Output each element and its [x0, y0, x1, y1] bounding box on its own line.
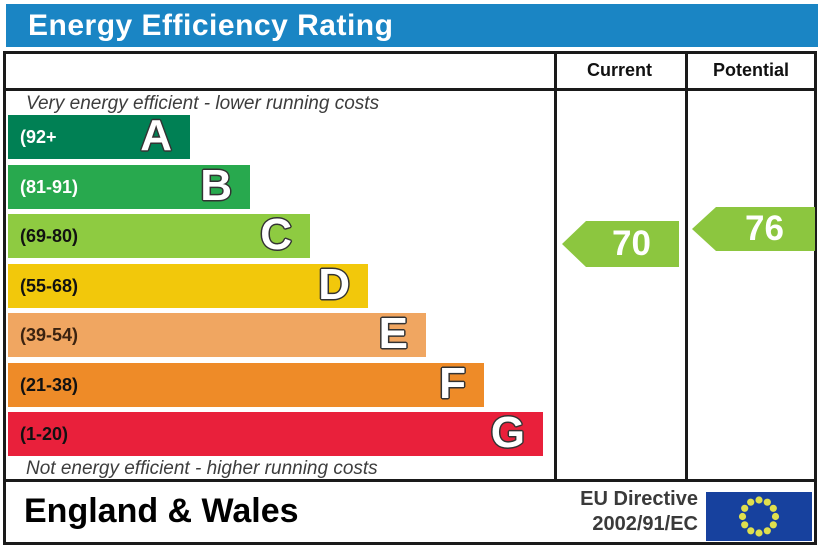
band-letter: E [378, 309, 408, 358]
column-divider-current [554, 54, 557, 479]
column-divider-potential [685, 54, 688, 479]
band-letter: F [439, 359, 466, 408]
band-row-e: (39-54) E [8, 309, 426, 358]
band-range-label: (21-38) [20, 375, 79, 395]
band-range-label: (55-68) [20, 276, 79, 296]
band-range-label: (1-20) [20, 424, 69, 444]
band-letter: D [318, 260, 350, 309]
band-range-label: (92+ [20, 127, 57, 147]
potential-rating-arrow: 76 [692, 207, 815, 251]
bottom-annotation: Not energy efficient - higher running co… [26, 458, 378, 479]
eu-flag-icon [706, 492, 812, 541]
eu-directive-line1: EU Directive [580, 488, 698, 510]
band-letter: G [490, 408, 525, 457]
band-row-b: (81-91) B [8, 161, 250, 210]
band-letter: B [200, 161, 232, 210]
band-letter: C [260, 210, 292, 259]
current-rating-value: 70 [612, 224, 651, 263]
band-row-d: (55-68) D [8, 260, 368, 309]
band-range-label: (39-54) [20, 325, 79, 345]
footer-row: England & Wales EU Directive 2002/91/EC [6, 482, 814, 542]
header-divider [6, 88, 814, 91]
band-row-a: (92+ A [8, 111, 190, 160]
band-range-label: (81-91) [20, 177, 79, 197]
rating-table: Current Potential Very energy efficient … [3, 51, 817, 545]
band-letter: A [140, 111, 172, 160]
top-annotation: Very energy efficient - lower running co… [26, 93, 380, 114]
footer-divider [6, 479, 814, 482]
eu-directive-line2: 2002/91/EC [592, 513, 698, 535]
eu-directive-label: EU Directive 2002/91/EC [508, 487, 698, 537]
page-title: Energy Efficiency Rating [28, 9, 394, 42]
band-row-g: (1-20) G [8, 408, 543, 457]
current-rating-arrow: 70 [562, 221, 679, 267]
band-range-label: (69-80) [20, 226, 79, 246]
column-header-potential: Potential [712, 60, 789, 80]
region-label: England & Wales [24, 492, 299, 530]
column-header-current: Current [586, 60, 652, 80]
potential-rating-value: 76 [745, 209, 784, 248]
band-row-f: (21-38) F [8, 359, 484, 408]
band-row-c: (69-80) C [8, 210, 310, 259]
chart-title-bar: Energy Efficiency Rating [6, 4, 818, 47]
